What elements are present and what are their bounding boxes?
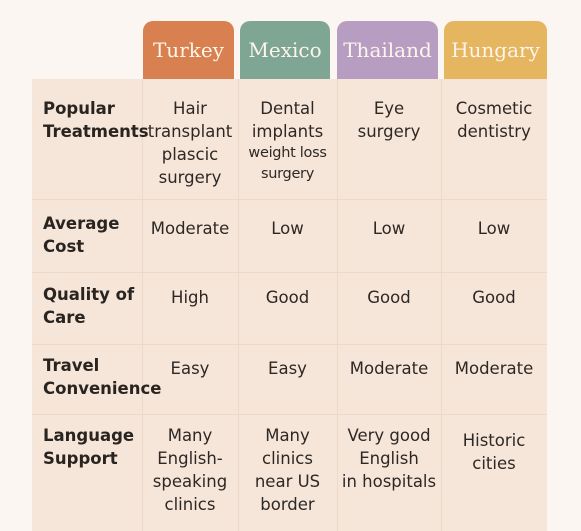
cell-text-line: clinics [164, 495, 216, 514]
cell-text-line: Good [472, 288, 516, 307]
cell-text-line: Hair [173, 99, 207, 118]
table-cell-turkey: Hair transplant plascic surgery [142, 79, 238, 199]
row-label: Popular Treatments [32, 79, 149, 199]
row-label: Language Support [32, 414, 142, 531]
cell-text-line: Low [372, 219, 406, 238]
cell-text-line: surgery [158, 168, 222, 187]
table-cell-thailand: Low [337, 199, 441, 272]
cell-text-line: Dental [260, 99, 315, 118]
row-divider [32, 344, 547, 345]
cell-text-line: Many [265, 426, 310, 445]
table-cell-mexico: Dental implants weight loss surgery [238, 79, 337, 199]
column-header-mexico: Mexico [240, 21, 330, 79]
table-cell-turkey: High [142, 272, 238, 344]
row-label-line: Popular [43, 99, 115, 118]
table-cell-turkey: Many English-speaking clinics [142, 414, 238, 531]
table-cell-hungary: Good [441, 272, 547, 344]
row-label-line: Average [43, 214, 120, 233]
column-divider [441, 79, 442, 531]
cell-text-line: plascic [161, 145, 219, 164]
table-cell-thailand: Moderate [337, 344, 441, 414]
table-cell-hungary: Moderate [441, 344, 547, 414]
cell-text-line: Good [265, 288, 310, 307]
table-cell-hungary: Low [441, 199, 547, 272]
row-label-line: Support [43, 449, 118, 468]
cell-text-line: Easy [268, 359, 307, 378]
cell-text-line: Good [367, 288, 411, 307]
cell-text-line: border [260, 495, 315, 514]
cell-text-line: near US [254, 472, 321, 491]
column-divider [142, 79, 143, 531]
column-header-turkey: Turkey [143, 21, 234, 79]
cell-text-line: Eye [373, 99, 405, 118]
table-cell-hungary: Historic cities [441, 414, 547, 531]
row-divider [32, 199, 547, 200]
table-cell-hungary: Cosmetic dentistry [441, 79, 547, 199]
cell-text-line: surgery [260, 166, 315, 182]
column-divider [238, 79, 239, 531]
table-cell-thailand: Very good English in hospitals [337, 414, 441, 531]
cell-text-line: cities [472, 454, 516, 473]
cell-text-line: transplant [147, 122, 233, 141]
cell-text-line: implants [251, 122, 324, 141]
cell-text-line: Easy [170, 359, 210, 378]
comparison-table: Popular Treatments Hair transplant plascic su… [32, 79, 547, 531]
table-cell-thailand: Good [337, 272, 441, 344]
cell-text-line: surgery [357, 122, 421, 141]
table-cell-mexico: Good [238, 272, 337, 344]
row-divider [32, 414, 547, 415]
table-cell-turkey: Easy [142, 344, 238, 414]
cell-text-line: Cosmetic [455, 99, 533, 118]
table-cell-mexico: Low [238, 199, 337, 272]
row-label: Average Cost [32, 199, 142, 272]
cell-text-line: English [359, 449, 419, 468]
cell-text-line: Very good [347, 426, 431, 445]
table-cell-turkey: Moderate [142, 199, 238, 272]
cell-text-line: Moderate [349, 359, 429, 378]
cell-text-line: English- [157, 449, 223, 468]
row-label-line: Convenience [43, 379, 162, 398]
cell-text-line: in hospitals [341, 472, 437, 491]
table-cell-mexico: Many clinics near US border [238, 414, 337, 531]
cell-text-line: clinics [262, 449, 313, 468]
row-label-line: Travel [43, 356, 100, 375]
cell-text-line: Historic [462, 431, 526, 450]
cell-text-line: Low [271, 219, 304, 238]
column-header-thailand: Thailand [337, 21, 438, 79]
row-label-line: Treatments [43, 122, 149, 141]
cell-text-line: Low [477, 219, 511, 238]
row-label-line: Cost [43, 237, 85, 256]
row-label-line: Quality of [43, 285, 135, 304]
cell-text-line: weight loss [248, 145, 327, 161]
row-label-line: Care [43, 308, 86, 327]
column-divider [337, 79, 338, 531]
row-divider [32, 272, 547, 273]
cell-text-line: Many [167, 426, 213, 445]
row-label: Quality of Care [32, 272, 142, 344]
row-label: Travel Convenience [32, 344, 161, 414]
table-cell-mexico: Easy [238, 344, 337, 414]
cell-text-line: Moderate [454, 359, 534, 378]
row-label-line: Language [43, 426, 135, 445]
column-header-hungary: Hungary [444, 21, 547, 79]
table-cell-thailand: Eye surgery [337, 79, 441, 199]
cell-text-line: dentistry [457, 122, 531, 141]
cell-text-line: High [171, 288, 209, 307]
cell-text-line: speaking [152, 472, 228, 491]
cell-text-line: Moderate [150, 219, 230, 238]
